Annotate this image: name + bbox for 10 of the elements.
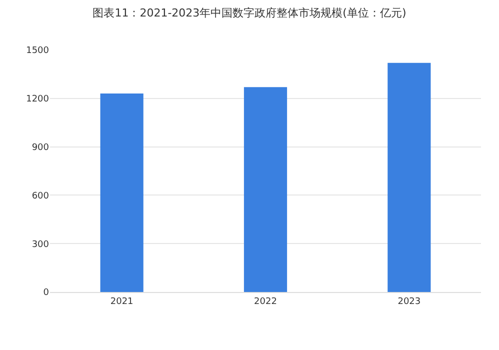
y-tick-label: 1500 [26, 46, 50, 56]
x-tick-label: 2021 [110, 296, 134, 307]
chart-title: 图表11：2021-2023年中国数字政府整体市场规模(单位：亿元) [92, 6, 406, 20]
x-tick-label: 2022 [254, 296, 277, 307]
y-tick-label: 900 [32, 142, 50, 153]
x-tick-label: 2023 [398, 296, 421, 307]
y-tick-label: 0 [43, 288, 50, 298]
y-tick-label: 1200 [26, 94, 50, 105]
y-tick-label: 300 [32, 240, 50, 250]
y-tick-label: 600 [32, 191, 50, 202]
